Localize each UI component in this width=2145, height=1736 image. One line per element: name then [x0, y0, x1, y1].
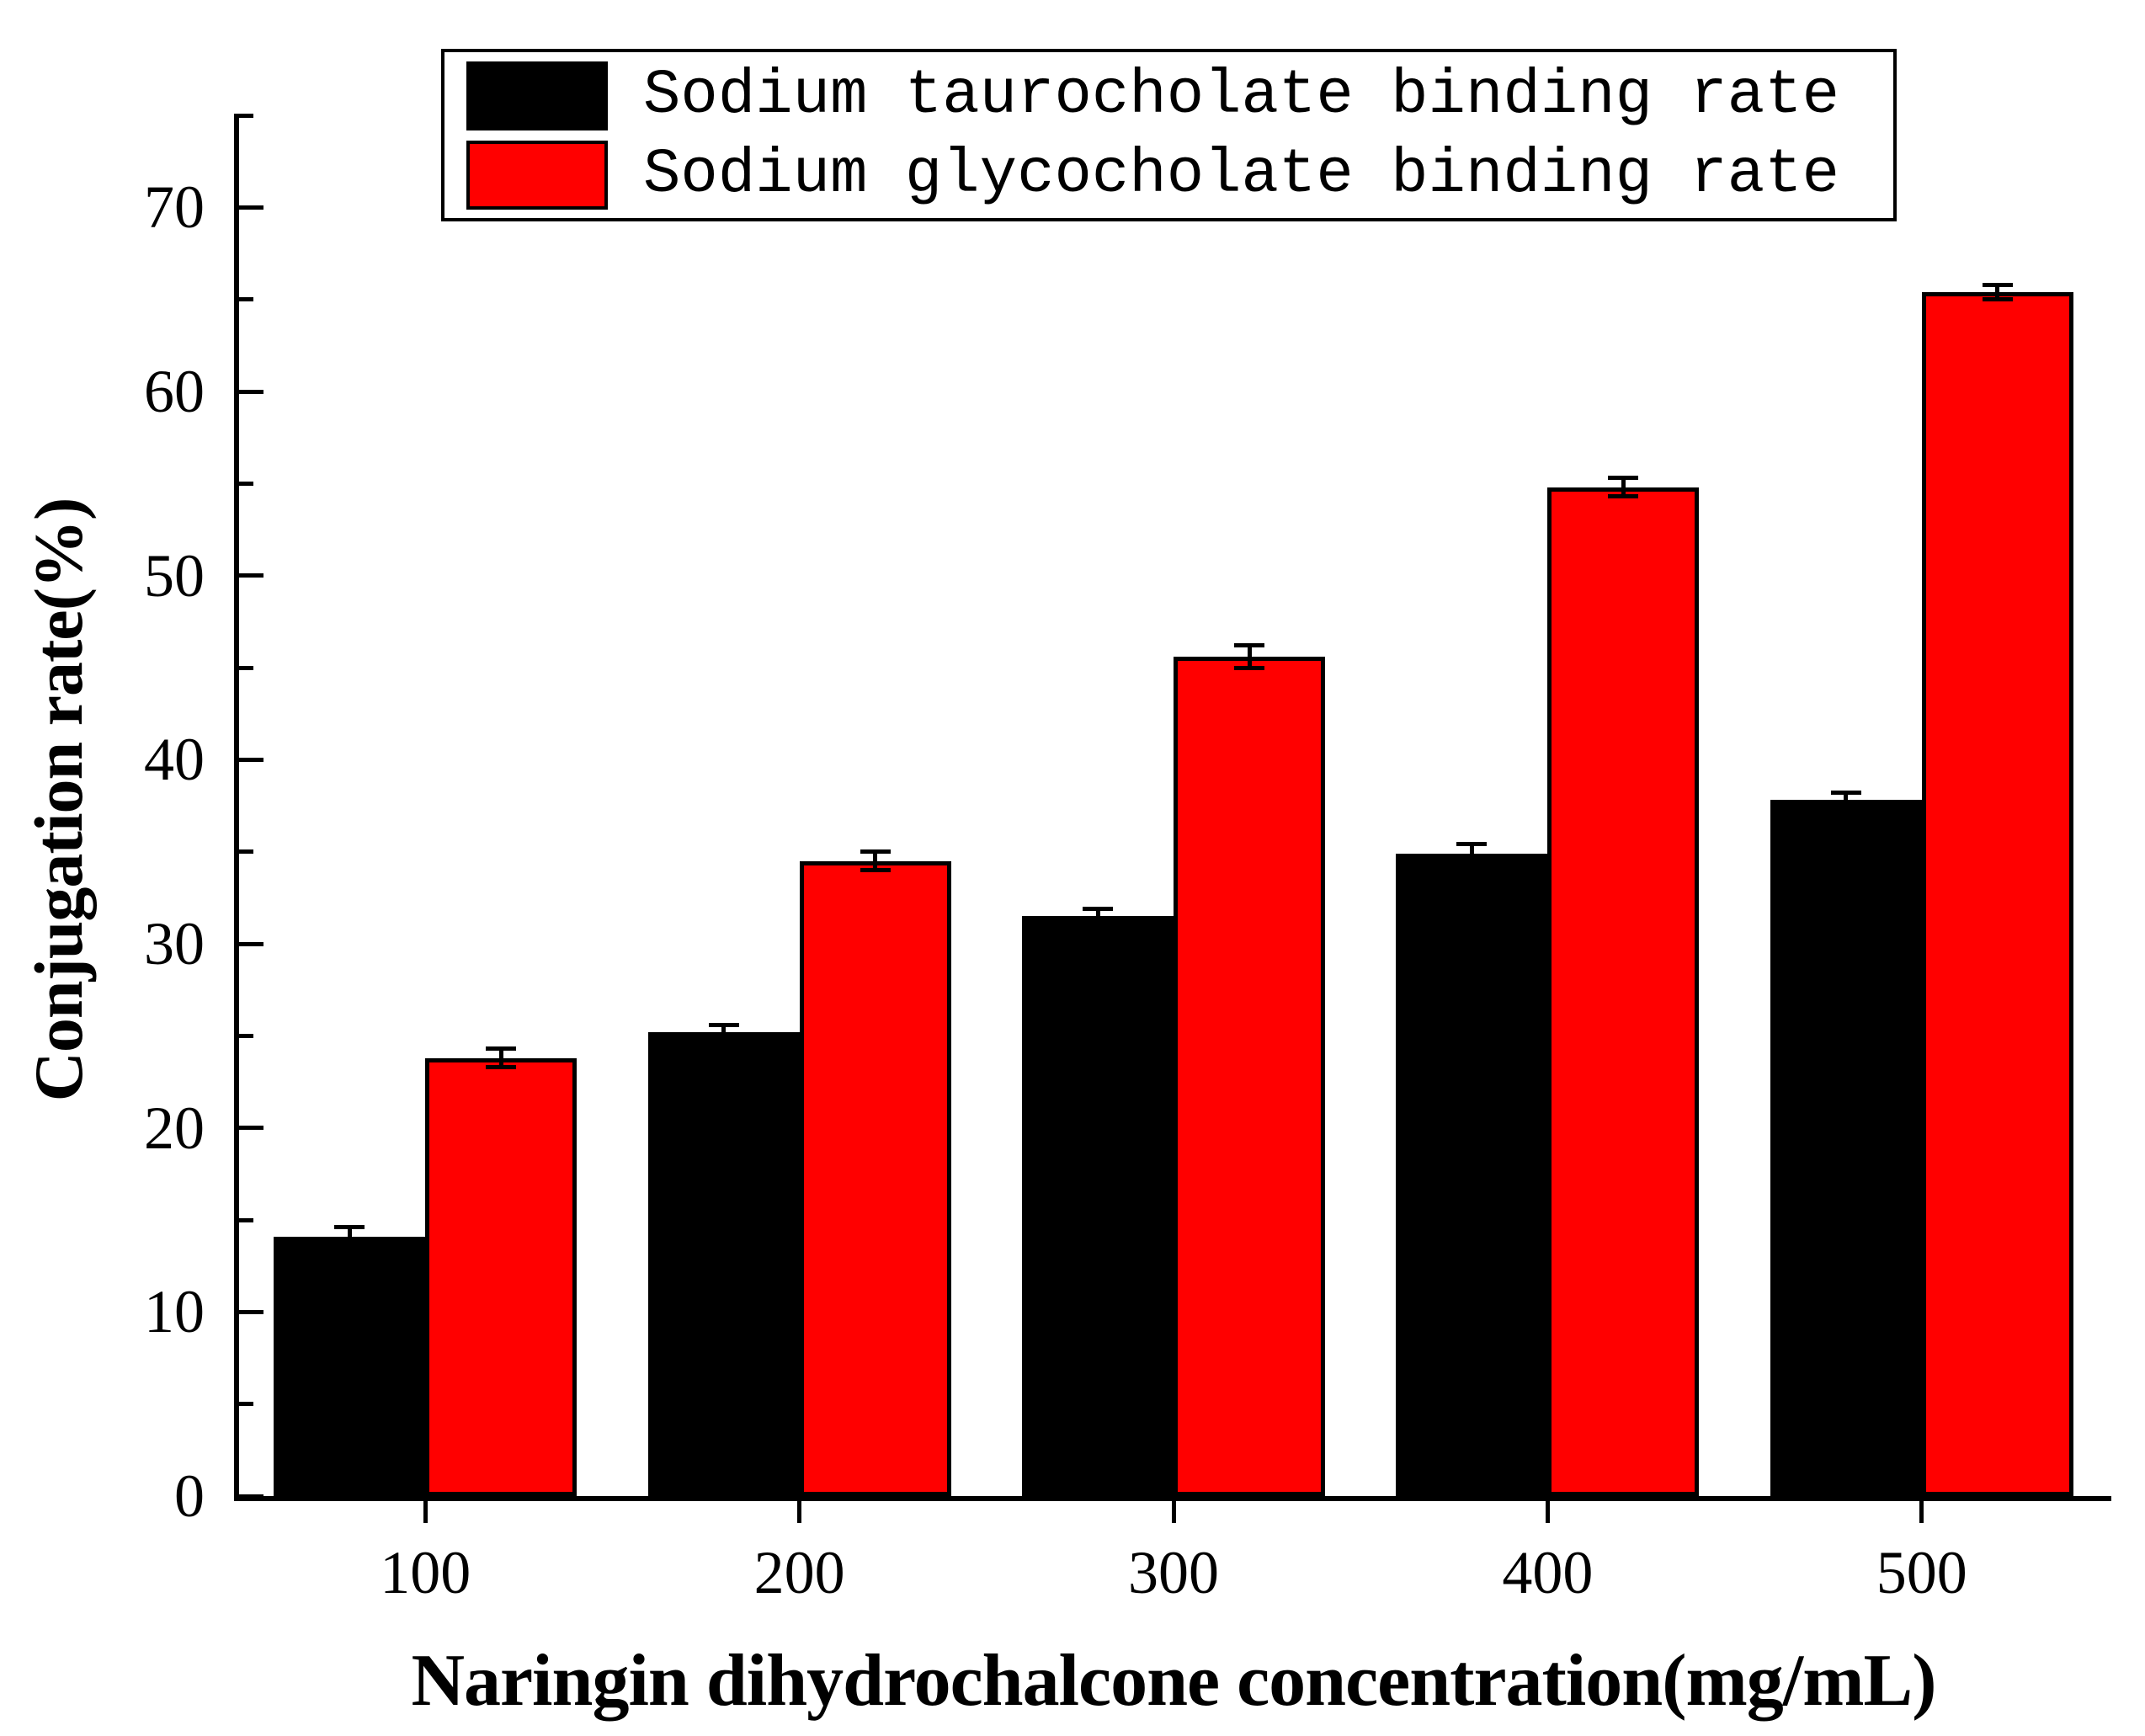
y-major-tick [238, 941, 263, 946]
error-bar-line [1469, 844, 1474, 863]
error-bar-line [1247, 645, 1252, 668]
y-minor-tick [238, 1402, 253, 1407]
bar-taurocholate-300 [1022, 916, 1174, 1496]
y-major-tick [238, 1126, 263, 1131]
error-bar-line [1095, 908, 1100, 924]
error-bar-cap-bottom [486, 1065, 517, 1069]
bar-glycocholate-500 [1921, 291, 2073, 1496]
bar-glycocholate-300 [1174, 656, 1325, 1496]
bar-glycocholate-400 [1547, 487, 1700, 1496]
error-bar-line [347, 1227, 352, 1246]
error-bar-cap-top [486, 1046, 517, 1052]
y-minor-tick [238, 1033, 253, 1038]
error-bar-cap-bottom [708, 1037, 739, 1042]
legend-swatch-glycocholate [466, 140, 608, 210]
error-bar-cap-bottom [1608, 494, 1639, 499]
bar-taurocholate-400 [1396, 853, 1548, 1496]
error-bar-cap-bottom [1083, 921, 1113, 926]
x-major-tick [797, 1496, 802, 1523]
x-tick-label: 300 [1128, 1539, 1219, 1606]
error-bar-cap-top [334, 1225, 365, 1230]
legend-row-taurocholate: Sodium taurocholate binding rate [466, 60, 1893, 132]
y-minor-tick [238, 297, 253, 302]
y-minor-tick [238, 665, 253, 670]
error-bar-cap-top [860, 849, 891, 855]
error-bar-cap-bottom [334, 1243, 365, 1249]
error-bar-cap-bottom [1982, 297, 2013, 302]
y-major-tick [238, 757, 263, 762]
error-bar-line [498, 1048, 503, 1068]
bar-glycocholate-200 [799, 860, 951, 1496]
error-bar-cap-top [1608, 476, 1639, 481]
error-bar-cap-top [1982, 282, 2013, 287]
error-bar-cap-top [1456, 842, 1488, 847]
y-major-tick [238, 1309, 263, 1314]
y-major-tick [238, 389, 263, 394]
x-tick-label: 100 [380, 1539, 471, 1606]
error-bar-cap-bottom [1234, 665, 1264, 670]
y-major-tick [238, 205, 263, 210]
error-bar-cap-bottom [1830, 805, 1861, 810]
x-tick-label: 400 [1502, 1539, 1594, 1606]
error-bar-line [1995, 285, 2000, 300]
x-axis-title: Naringin dihydrochalcone concentration(m… [411, 1640, 1936, 1722]
error-bar-line [1844, 792, 1849, 808]
y-minor-tick [238, 849, 253, 855]
y-major-tick [238, 573, 263, 578]
error-bar-cap-top [1234, 643, 1264, 648]
error-bar-cap-top [708, 1022, 739, 1027]
error-bar-line [721, 1025, 727, 1040]
error-bar-cap-bottom [1456, 860, 1488, 865]
y-axis-line [234, 114, 239, 1501]
y-tick-label: 40 [144, 726, 205, 794]
x-tick-label: 500 [1876, 1539, 1967, 1606]
x-major-tick [423, 1496, 428, 1523]
y-tick-label: 70 [144, 173, 205, 242]
y-tick-label: 20 [144, 1094, 205, 1162]
y-minor-tick [238, 481, 253, 486]
x-major-tick [1171, 1496, 1176, 1523]
bar-taurocholate-100 [274, 1236, 426, 1496]
bar-taurocholate-200 [647, 1031, 800, 1496]
x-major-tick [1545, 1496, 1550, 1523]
y-tick-label: 50 [144, 541, 205, 610]
legend-swatch-taurocholate [466, 61, 608, 130]
legend-label-glycocholate: Sodium glycocholate binding rate [643, 139, 1840, 210]
error-bar-line [1621, 477, 1626, 497]
legend-row-glycocholate: Sodium glycocholate binding rate [466, 139, 1893, 211]
error-bar-cap-bottom [860, 868, 891, 873]
y-minor-tick [238, 1217, 253, 1222]
x-major-tick [1919, 1496, 1924, 1523]
y-tick-label: 0 [174, 1462, 205, 1530]
legend-label-taurocholate: Sodium taurocholate binding rate [643, 60, 1840, 131]
y-tick-label: 10 [144, 1278, 205, 1346]
y-minor-tick [238, 113, 253, 118]
y-tick-label: 30 [144, 910, 205, 977]
error-bar-cap-top [1083, 906, 1113, 911]
bar-glycocholate-100 [425, 1057, 578, 1496]
legend-box: Sodium taurocholate binding rate Sodium … [441, 49, 1897, 221]
y-major-tick [238, 1494, 263, 1499]
y-tick-label: 60 [144, 358, 205, 425]
error-bar-line [873, 851, 878, 871]
error-bar-cap-top [1830, 791, 1861, 796]
x-tick-label: 200 [753, 1539, 845, 1606]
bar-taurocholate-500 [1770, 800, 1922, 1496]
